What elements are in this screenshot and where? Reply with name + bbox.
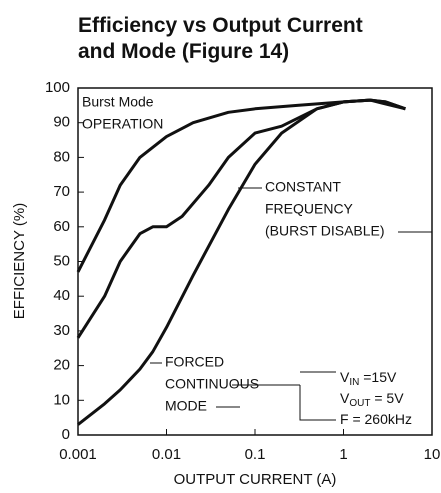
leader-line: [150, 362, 300, 408]
y-tick-label: 10: [53, 391, 70, 408]
line: [77, 98, 406, 426]
leader-line: [299, 371, 336, 421]
line: [76, 98, 406, 339]
x-tick-label: 0.001: [59, 446, 97, 463]
condition-part: F = 260kHz: [340, 411, 412, 427]
condition-part: IN: [349, 377, 359, 388]
y-axis-label: EFFICIENCY (%): [11, 203, 28, 319]
y-tick-label: 70: [53, 183, 70, 200]
series-label: FORCED: [165, 354, 224, 370]
y-tick-label: 0: [62, 426, 70, 443]
y-tick-label: 90: [53, 114, 70, 131]
condition-part: =15V: [359, 369, 397, 385]
y-tick-label: 30: [53, 322, 70, 339]
chart-title: Efficiency vs Output Current: [78, 14, 363, 37]
condition: VIN =15V: [340, 369, 397, 388]
series-label: MODE: [165, 398, 207, 414]
y-tick-label: 60: [53, 218, 70, 235]
series-label: Burst Mode: [82, 94, 154, 110]
chart-title: and Mode (Figure 14): [78, 40, 289, 63]
series-label: (BURST DISABLE): [265, 223, 385, 239]
y-tick-label: 20: [53, 357, 70, 374]
series-label: CONTINUOUS: [165, 376, 259, 392]
x-tick-label: 0.1: [245, 446, 266, 463]
y-tick-label: 100: [45, 79, 70, 96]
series-label: FREQUENCY: [265, 201, 354, 217]
y-tick-label: 80: [53, 148, 70, 165]
series-label: OPERATION: [82, 116, 163, 132]
condition-part: V: [340, 369, 350, 385]
x-tick-label: 0.01: [152, 446, 181, 463]
condition: VOUT = 5V: [340, 390, 404, 409]
condition-part: = 5V: [370, 390, 404, 406]
condition-part: OUT: [349, 398, 370, 409]
y-tick-label: 40: [53, 287, 70, 304]
condition: F = 260kHz: [340, 411, 412, 427]
y-tick-label: 50: [53, 252, 70, 269]
x-tick-label: 10: [424, 446, 441, 463]
x-axis-label: OUTPUT CURRENT (A): [174, 471, 337, 488]
x-tick-label: 1: [339, 446, 347, 463]
condition-part: V: [340, 390, 350, 406]
series-label: CONSTANT: [265, 179, 341, 195]
